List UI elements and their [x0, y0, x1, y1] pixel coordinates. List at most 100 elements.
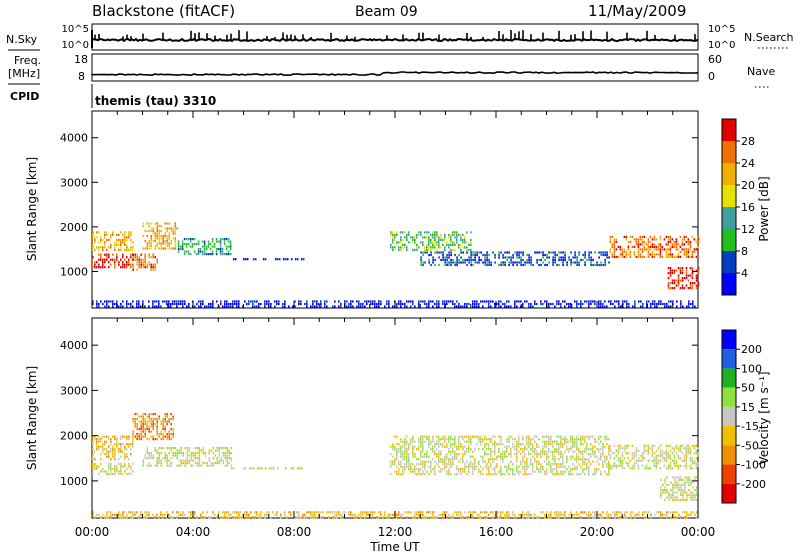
scatter-cell [677, 255, 680, 258]
scatter-cell [142, 428, 144, 431]
scatter-cell [470, 463, 472, 466]
scatter-cell [392, 513, 394, 516]
scatter-cell [320, 511, 322, 514]
scatter-cell [110, 448, 112, 451]
scatter-cell [685, 235, 688, 238]
scatter-cell [588, 251, 590, 254]
scatter-cell [168, 232, 171, 235]
scatter-cell [675, 269, 678, 272]
scatter-cell [182, 462, 185, 465]
scatter-cell [492, 435, 494, 438]
scatter-cell [684, 516, 686, 519]
scatter-cell [602, 450, 604, 453]
scatter-cell [130, 233, 132, 236]
scatter-cell [617, 459, 620, 462]
scatter-cell [546, 511, 548, 514]
scatter-cell [110, 516, 112, 519]
scatter-cell [662, 491, 664, 494]
scatter-cell [320, 305, 322, 308]
scatter-cell [582, 258, 584, 262]
scatter-cell [694, 513, 696, 516]
scatter-cell [132, 258, 134, 261]
scatter-cell [448, 233, 450, 236]
scatter-cell [98, 445, 100, 448]
scatter-cell [580, 440, 582, 443]
scatter-cell [376, 516, 378, 519]
scatter-cell [536, 435, 538, 438]
scatter-cell [228, 511, 230, 514]
scatter-cell [690, 481, 692, 484]
scatter-cell [633, 253, 636, 256]
scatter-cell [432, 233, 434, 236]
scatter-cell [160, 452, 163, 455]
scatter-cell [158, 415, 160, 418]
scatter-cell [376, 302, 378, 306]
scatter-cell [136, 423, 138, 426]
scatter-cell [102, 238, 104, 241]
scatter-cell [432, 231, 434, 234]
scatter-cell [158, 247, 161, 250]
scatter-cell [436, 455, 438, 458]
scatter-cell [446, 243, 448, 246]
colorbar-tick-label: -50 [741, 439, 759, 452]
scatter-cell [116, 465, 118, 468]
scatter-cell [568, 302, 570, 306]
scatter-cell [108, 445, 110, 448]
scatter-cell [164, 459, 167, 462]
scatter-cell [596, 448, 598, 451]
scatter-cell [120, 470, 122, 473]
scatter-cell [470, 455, 472, 458]
scatter-cell [692, 486, 694, 489]
scatter-cell [418, 445, 420, 448]
scatter-cell [452, 231, 454, 234]
scatter-cell [504, 251, 506, 254]
scatter-cell [694, 478, 696, 482]
scatter-cell [625, 235, 628, 238]
scatter-cell [682, 498, 684, 502]
scatter-cell [438, 300, 440, 303]
scatter-cell [506, 450, 508, 453]
scatter-cell [657, 245, 660, 248]
scatter-cell [258, 516, 260, 519]
scatter-cell [106, 302, 108, 306]
scatter-cell [164, 239, 167, 243]
scatter-cell [572, 513, 574, 516]
scatter-cell [492, 516, 494, 519]
scatter-cell [617, 457, 620, 460]
scatter-cell [689, 245, 692, 248]
scatter-cell [340, 302, 342, 306]
scatter-cell [408, 460, 410, 463]
scatter-cell [418, 468, 420, 471]
scatter-cell [546, 468, 548, 471]
scatter-cell [448, 513, 450, 516]
scatter-cell [464, 305, 466, 308]
scatter-cell [412, 470, 414, 473]
scatter-cell [144, 253, 146, 256]
scatter-cell [578, 251, 580, 254]
scatter-cell [100, 516, 102, 519]
scatter-cell [544, 453, 546, 456]
scatter-cell [136, 268, 138, 271]
scatter-cell [637, 464, 640, 467]
scatter-cell [625, 253, 628, 256]
scatter-cell [110, 246, 112, 249]
scatter-cell [448, 263, 450, 267]
scatter-cell [546, 300, 548, 303]
scatter-cell [663, 238, 666, 241]
scatter-cell [392, 236, 394, 239]
colorbar-tick-label: 8 [741, 245, 748, 258]
scatter-cell [242, 258, 245, 261]
scatter-cell [432, 440, 434, 443]
scatter-cell [422, 443, 424, 446]
scatter-cell [679, 269, 682, 272]
scatter-cell [442, 460, 444, 463]
scatter-cell [172, 511, 174, 514]
scatter-cell [138, 433, 140, 436]
scatter-cell [402, 468, 404, 471]
scatter-cell [454, 233, 456, 236]
scatter-cell [294, 258, 297, 261]
scatter-cell [414, 248, 416, 251]
scatter-cell [452, 460, 454, 463]
scatter-cell [580, 300, 582, 303]
